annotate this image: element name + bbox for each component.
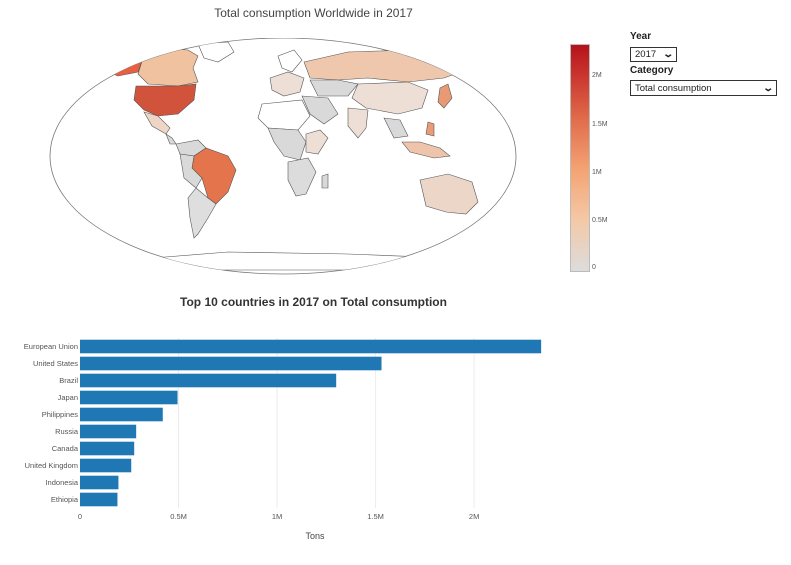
y-tick-label: United States	[33, 359, 78, 368]
region-east-africa[interactable]	[305, 129, 329, 155]
x-tick-label: 1.5M	[367, 512, 384, 521]
region-madagascar[interactable]	[321, 173, 329, 189]
category-select-value: Total consumption	[635, 82, 712, 94]
world-choropleth-map[interactable]	[48, 38, 518, 278]
x-axis-title: Tons	[305, 531, 325, 541]
colorbar	[570, 44, 590, 272]
region-mexico[interactable]	[143, 111, 171, 135]
region-southern-africa[interactable]	[287, 157, 317, 197]
category-select[interactable]: Total consumption ⌄	[630, 80, 777, 96]
region-indonesia[interactable]	[401, 141, 451, 159]
bar-chart: 0 0.5M 1M 1.5M 2M European Union United States…	[24, 338, 542, 541]
region-antarctica[interactable]	[57, 251, 509, 271]
y-tick-label: Russia	[55, 427, 79, 436]
colorbar-tick: 1M	[592, 169, 602, 176]
year-select[interactable]: 2017 ⌄	[630, 47, 677, 62]
bar	[80, 390, 178, 405]
region-india[interactable]	[347, 107, 369, 139]
bar	[80, 339, 542, 354]
region-middle-east[interactable]	[301, 95, 339, 125]
colorbar-tick: 1.5M	[592, 121, 608, 128]
region-new-zealand[interactable]	[493, 217, 501, 233]
colorbar-tick: 2M	[592, 72, 602, 79]
bar	[80, 424, 137, 439]
chevron-down-icon: ⌄	[761, 82, 774, 94]
y-tick-label: Indonesia	[45, 478, 78, 487]
region-philippines[interactable]	[425, 121, 435, 137]
year-select-value: 2017	[635, 49, 657, 60]
region-southeast-asia[interactable]	[383, 117, 409, 139]
region-north-africa[interactable]	[257, 99, 311, 131]
map-title: Total consumption Worldwide in 2017	[214, 6, 413, 20]
x-tick-label: 0.5M	[170, 512, 187, 521]
region-united-states[interactable]	[133, 83, 197, 117]
region-greenland[interactable]	[197, 41, 235, 63]
x-tick-label: 0	[78, 512, 82, 521]
bar	[80, 373, 337, 388]
region-japan[interactable]	[437, 83, 453, 109]
region-scandinavia[interactable]	[277, 49, 303, 73]
region-western-europe[interactable]	[269, 71, 305, 97]
y-tick-label: United Kingdom	[25, 461, 78, 470]
x-tick-label: 1M	[272, 512, 282, 521]
region-canada[interactable]	[137, 47, 199, 87]
region-china[interactable]	[351, 81, 429, 115]
y-tick-label: Philippines	[42, 410, 79, 419]
chevron-down-icon: ⌄	[661, 49, 674, 60]
bar	[80, 356, 382, 371]
region-argentina-chile[interactable]	[187, 187, 217, 239]
region-central-asia[interactable]	[309, 79, 359, 97]
bar	[80, 458, 132, 473]
bar-chart-title: Top 10 countries in 2017 on Total consum…	[180, 295, 447, 309]
x-tick-label: 2M	[469, 512, 479, 521]
y-tick-label: Ethiopia	[51, 495, 79, 504]
y-tick-label: Japan	[58, 393, 78, 402]
y-tick-label: Brazil	[59, 376, 78, 385]
y-tick-label: European Union	[24, 342, 78, 351]
region-peru-bolivia[interactable]	[179, 153, 203, 189]
colorbar-tick: 0	[592, 264, 596, 271]
colorbar-tick: 0.5M	[592, 217, 608, 224]
year-label: Year	[630, 31, 652, 42]
category-label: Category	[630, 65, 674, 76]
bar	[80, 441, 135, 456]
bar	[80, 407, 163, 422]
region-australia[interactable]	[419, 173, 479, 215]
bar	[80, 475, 119, 490]
bar	[80, 492, 118, 507]
y-tick-label: Canada	[52, 444, 79, 453]
